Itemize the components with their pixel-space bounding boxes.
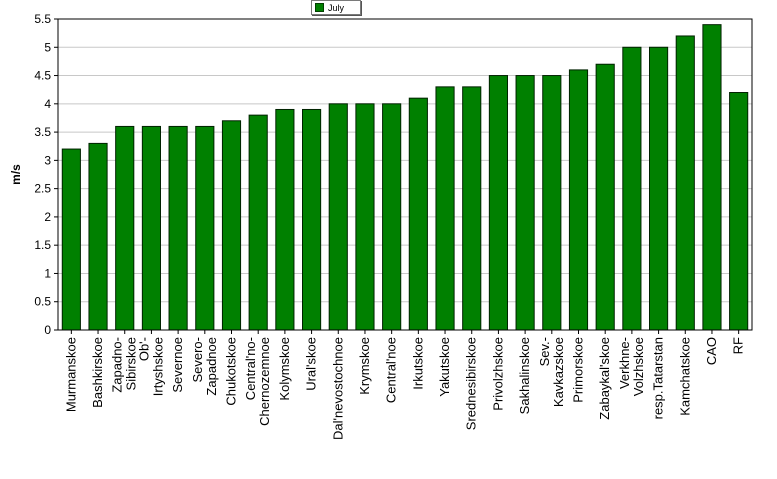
x-tick-label: Krymskoe — [357, 337, 372, 395]
x-tick-label: Yakutskoe — [437, 337, 452, 397]
x-tick-label: Sibirskoe — [124, 337, 139, 390]
x-tick-label: Zapadno- — [110, 337, 125, 393]
x-tick-label: Ob'- — [136, 337, 151, 361]
bar — [435, 86, 455, 331]
y-tick-label: 2 — [44, 210, 51, 224]
x-axis-ticks: Murmanskoe Bashkirskoe Zapadno- SibirskoeOb… — [63, 330, 746, 440]
x-tick-label: CAO — [704, 337, 719, 365]
x-tick-label: Irkutskoe — [410, 337, 425, 390]
bar — [649, 46, 669, 331]
x-tick-label: Kamchatskoe — [677, 337, 692, 416]
plot-border — [57, 18, 753, 331]
bar — [408, 97, 428, 331]
legend-label: July — [328, 2, 345, 13]
x-tick-label: Chernozemnoe — [257, 337, 272, 426]
x-tick-label: Sev.- — [537, 337, 552, 366]
x-tick-label: Kavkazskoe — [551, 337, 566, 407]
x-tick-label: Bashkirskoe — [90, 337, 105, 408]
y-tick-label: 1 — [44, 266, 51, 280]
bar — [488, 75, 508, 331]
y-tick-label: 3 — [44, 153, 51, 167]
bar — [382, 103, 402, 331]
bar — [115, 125, 135, 331]
bar — [328, 103, 348, 331]
bar — [462, 86, 482, 331]
x-tick-label: Severo- — [190, 337, 205, 383]
x-tick-label: Primorskoe — [571, 337, 586, 403]
x-tick-label: Privolzhskoe — [490, 337, 505, 411]
legend: July — [311, 0, 361, 15]
y-axis-ticks: 0 0.5 1 1.5 2 2.5 3 3.5 4 4.5 5 5.5 — [34, 12, 58, 337]
x-tick-label: Central'no- — [243, 337, 258, 400]
x-tick-label: Murmanskoe — [63, 337, 78, 412]
y-tick-label: 1.5 — [34, 238, 51, 252]
x-tick-label: Kolymskoe — [277, 337, 292, 401]
bar — [88, 142, 108, 331]
bar — [302, 108, 322, 331]
bar — [168, 125, 188, 331]
bar — [702, 24, 722, 331]
x-tick-label: Sakhalinskoe — [517, 337, 532, 414]
bar — [61, 148, 81, 331]
x-tick-label: Volzhskoe — [631, 337, 646, 396]
x-tick-label: Irtyshskoe — [150, 337, 165, 396]
y-tick-label: 4.5 — [34, 69, 51, 83]
bar — [221, 120, 242, 331]
x-tick-label: Chukotskoe — [224, 337, 239, 406]
x-tick-label: Dal'nevostochnoe — [330, 337, 345, 440]
y-tick-label: 4 — [44, 97, 51, 111]
bar — [542, 75, 562, 331]
bar — [141, 125, 161, 331]
y-tick-label: 5.5 — [34, 12, 51, 26]
y-axis-label: m/s — [9, 164, 23, 185]
bar — [248, 114, 268, 331]
bar — [622, 46, 642, 331]
y-tick-label: 0.5 — [34, 295, 51, 309]
bar — [195, 125, 215, 331]
bar — [675, 35, 695, 331]
x-tick-label: RF — [731, 337, 746, 354]
y-tick-label: 0 — [44, 323, 51, 337]
y-tick-label: 2.5 — [34, 182, 51, 196]
bars-group — [61, 24, 749, 331]
y-tick-label: 3.5 — [34, 125, 51, 139]
bar — [275, 108, 295, 331]
plot-frame — [57, 18, 753, 331]
x-tick-label: Verkhne- — [617, 337, 632, 389]
bar — [595, 63, 615, 331]
plot-area — [58, 19, 752, 330]
x-tick-label: Ural'skoe — [304, 337, 319, 391]
x-tick-label: Central'noe — [384, 337, 399, 403]
bar — [355, 103, 375, 331]
x-tick-label: Zabaykal'skoe — [597, 337, 612, 420]
x-tick-label: resp.Tatarstan — [651, 337, 666, 419]
bar — [515, 75, 535, 331]
x-tick-label: Srednesibirskoe — [464, 337, 479, 430]
bar — [729, 92, 749, 331]
legend-swatch — [315, 3, 324, 12]
x-tick-label: Severnoe — [170, 337, 185, 393]
bar — [568, 69, 589, 331]
y-tick-label: 5 — [44, 40, 51, 54]
x-tick-label: Zapadnoe — [204, 337, 219, 396]
